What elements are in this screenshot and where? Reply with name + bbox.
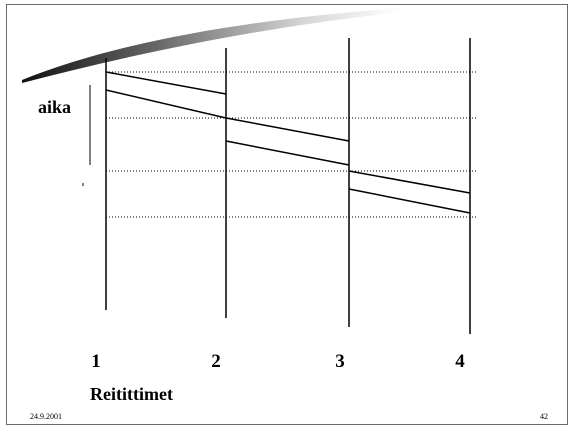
slide-frame [6,4,568,425]
footer-date: 24.9.2001 [30,412,62,421]
router-label-4: 4 [455,351,465,372]
time-gridlines [106,71,476,218]
routers-title: Reitittimet [90,384,173,404]
packet-start-1-2 [105,71,227,95]
packet-end-1-2 [105,89,227,119]
packet-end-3-4 [348,188,471,214]
router-label-2: 2 [211,351,221,372]
decorative-swoosh [22,8,402,83]
router-lines [105,38,471,334]
router-label-1: 1 [91,351,101,372]
time-axis-arrow [82,85,91,186]
packet-start-3-4 [348,170,471,194]
packet-start-2-3 [225,117,350,142]
router-label-3: 3 [335,351,345,372]
packet-transmissions [105,71,471,214]
time-axis-label: aika [38,97,72,117]
packet-end-2-3 [225,140,350,166]
page-number: 42 [540,412,548,421]
